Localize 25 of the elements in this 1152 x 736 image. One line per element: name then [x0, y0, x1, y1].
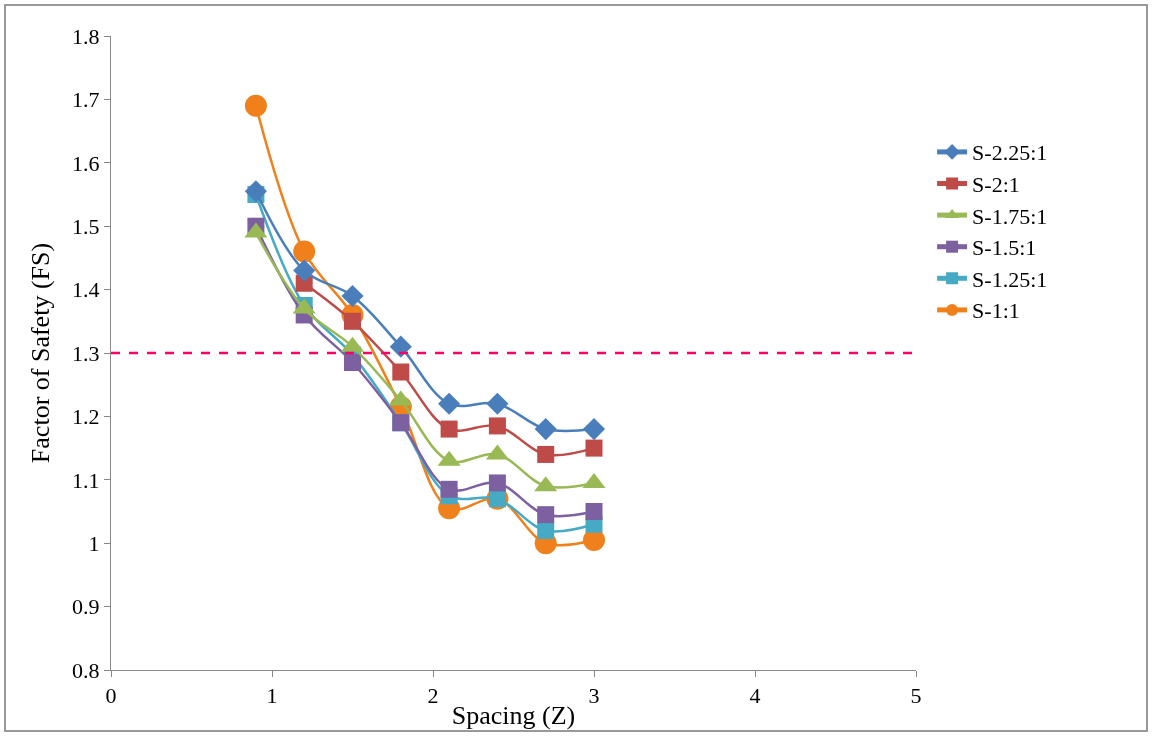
y-tick-label: 1.8: [72, 23, 100, 49]
x-tick-label: 2: [427, 683, 439, 709]
y-tick-label: 1.2: [72, 404, 100, 430]
y-tick-label: 1.6: [72, 150, 100, 176]
y-tick-label: 1: [88, 530, 100, 556]
y-tick-label: 1.1: [72, 467, 100, 493]
legend-label: S-1.5:1: [972, 235, 1037, 261]
x-tick-label: 3: [588, 683, 600, 709]
x-tick-label: 1: [266, 683, 278, 709]
y-axis-title: Factor of Safety (FS): [26, 242, 55, 464]
legend-label: S-2.25:1: [972, 140, 1048, 166]
y-tick-label: 1.4: [72, 277, 100, 303]
y-tick-label: 1.7: [72, 87, 100, 113]
legend-label: S-1.25:1: [972, 266, 1048, 292]
y-tick-label: 0.9: [72, 594, 100, 620]
y-tick-label: 1.5: [72, 213, 100, 239]
x-tick-label: 0: [105, 683, 117, 709]
x-axis-title: Spacing (Z): [451, 701, 576, 730]
y-tick-label: 1.3: [72, 340, 100, 366]
legend-label: S-1:1: [972, 298, 1020, 324]
legend-label: S-2:1: [972, 172, 1020, 198]
legend-label: S-1.75:1: [972, 203, 1048, 229]
x-tick-label: 5: [910, 683, 922, 709]
x-tick-label: 4: [749, 683, 761, 709]
y-tick-label: 0.8: [72, 657, 100, 683]
